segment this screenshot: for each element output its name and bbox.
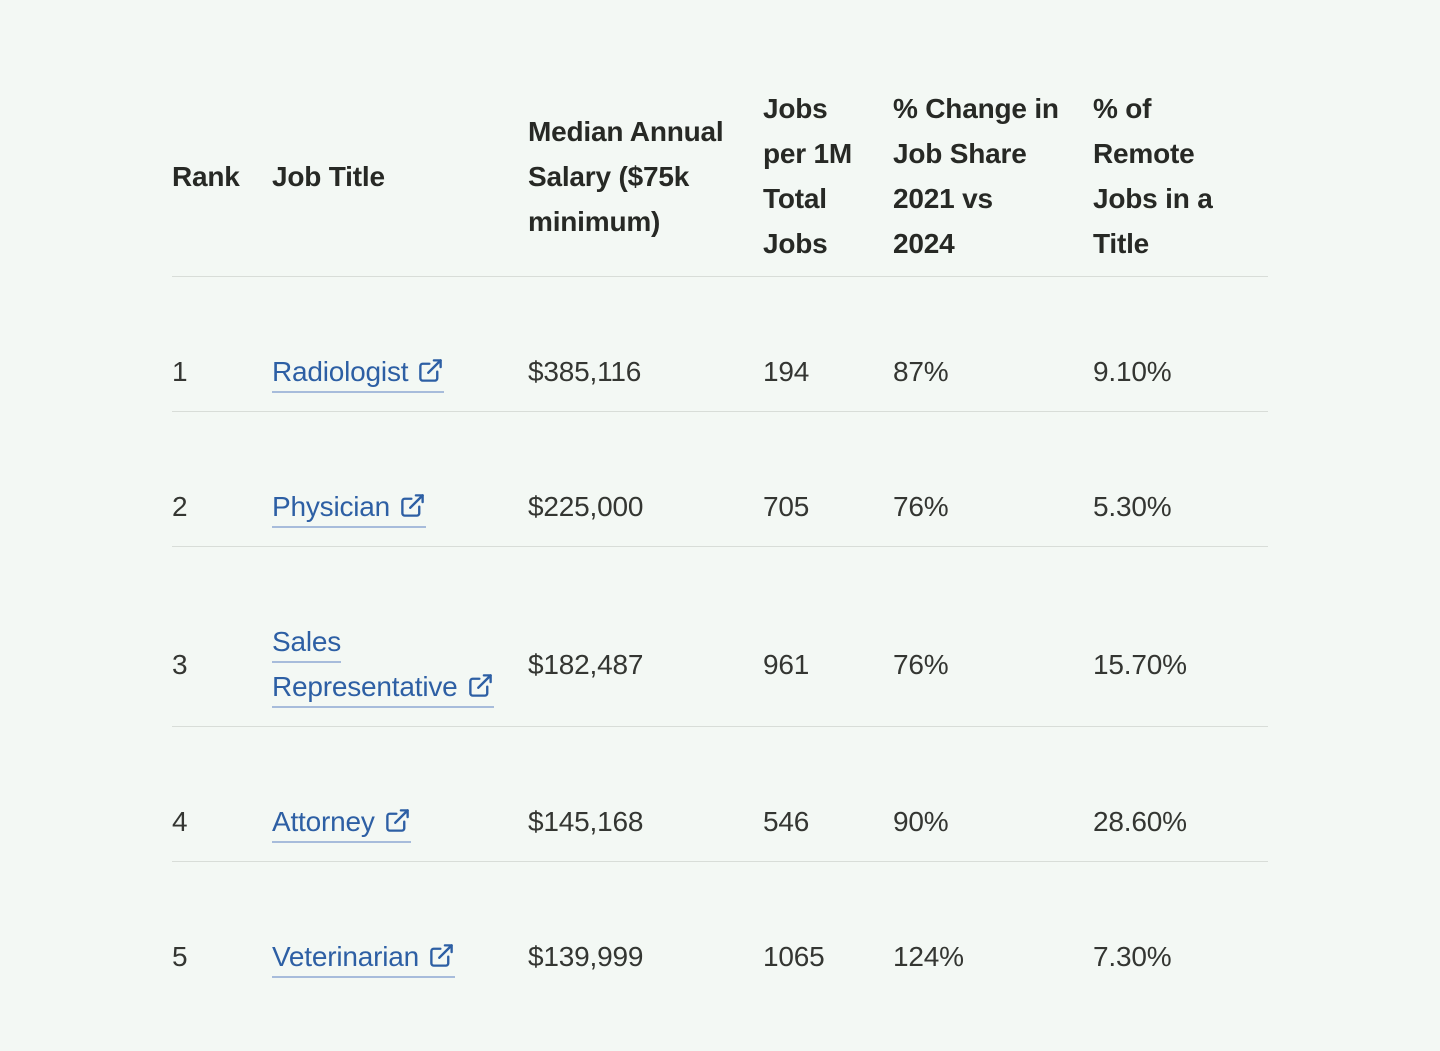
job-title-link[interactable]: Radiologist [272, 356, 445, 393]
salary-cell: $225,000 [528, 411, 763, 547]
table-row: 1 Radiologist $385,116 194 87% 9.10% [172, 276, 1268, 412]
header-row: Rank Job Title Median Annual Salary ($75… [172, 0, 1268, 277]
table-row: 2 Physician $225,000 705 76% 5.30% [172, 411, 1268, 547]
change-cell: 76% [893, 411, 1093, 547]
remote-share-cell: 28.60% [1093, 726, 1268, 862]
job-title-text: Physician [272, 491, 391, 522]
jobs-per-1m-cell: 1065 [763, 941, 825, 972]
table-header: Rank Job Title Median Annual Salary ($75… [172, 0, 1268, 277]
remote-share-cell: 7.30% [1093, 941, 1172, 972]
job-title-cell: Attorney [272, 726, 528, 862]
job-title-text: Radiologist [272, 356, 409, 387]
rank-cell: 1 [172, 276, 272, 412]
job-title-cell: Physician [272, 411, 528, 547]
remote-jobs-table: Rank Job Title Median Annual Salary ($75… [172, 0, 1268, 996]
salary-cell: $385,116 [528, 276, 763, 412]
jobs-per-1m-cell: 961 [763, 546, 893, 727]
jobs-per-1m-cell: 194 [763, 276, 893, 412]
rank-cell: 4 [172, 726, 272, 862]
jobs-per-1m-cell: 705 [763, 411, 893, 547]
rank-cell: 5 [172, 941, 188, 972]
job-title-link[interactable]: Physician [272, 491, 427, 528]
job-title-text: Attorney [272, 806, 375, 837]
change-cell: 76% [893, 546, 1093, 727]
change-cell: 87% [893, 276, 1093, 412]
remote-share-cell: 5.30% [1093, 411, 1268, 547]
column-header-rank: Rank [172, 0, 272, 277]
column-header-job-title: Job Title [272, 0, 528, 277]
table-row: 3 Sales Representative $182,487 961 76% … [172, 546, 1268, 727]
remote-share-cell: 9.10% [1093, 276, 1268, 412]
change-cell: 124% [893, 941, 964, 972]
external-link-icon [419, 359, 443, 382]
job-title-text: Veterinarian [272, 941, 420, 972]
external-link-icon [401, 494, 424, 517]
job-title-cell: Sales Representative [272, 546, 528, 727]
job-title-cell: Radiologist [272, 276, 528, 412]
external-link-icon [385, 809, 409, 832]
column-header-remote-share: % of Remote Jobs in a Title [1093, 0, 1268, 277]
salary-cell: $139,999 [528, 941, 644, 972]
job-title-link[interactable]: Attorney [272, 806, 411, 843]
external-link-icon [468, 674, 492, 697]
rank-cell: 2 [172, 411, 272, 547]
jobs-per-1m-cell: 546 [763, 726, 893, 862]
column-header-change: % Change in Job Share 2021 vs 2024 [893, 0, 1093, 277]
table-row: 5 Veterinarian $139,999 1065 124% 7.30% [172, 862, 1268, 997]
external-link-icon [430, 944, 453, 967]
job-title-text: Sales Representative [272, 626, 458, 702]
job-title-link[interactable]: Veterinarian [272, 941, 456, 978]
column-header-jobs-per-1m: Jobs per 1M Total Jobs [763, 0, 893, 277]
job-title-link[interactable]: Sales Representative [272, 626, 494, 708]
job-title-cell: Veterinarian [272, 862, 528, 997]
table-body: 1 Radiologist $385,116 194 87% 9.10% 2 P… [172, 276, 1268, 997]
table-row: 4 Attorney $145,168 546 90% 28.60% [172, 726, 1268, 862]
change-cell: 90% [893, 726, 1093, 862]
remote-share-cell: 15.70% [1093, 546, 1268, 727]
salary-cell: $145,168 [528, 726, 763, 862]
salary-cell: $182,487 [528, 546, 763, 727]
rank-cell: 3 [172, 546, 272, 727]
column-header-salary: Median Annual Salary ($75k minimum) [528, 0, 763, 277]
